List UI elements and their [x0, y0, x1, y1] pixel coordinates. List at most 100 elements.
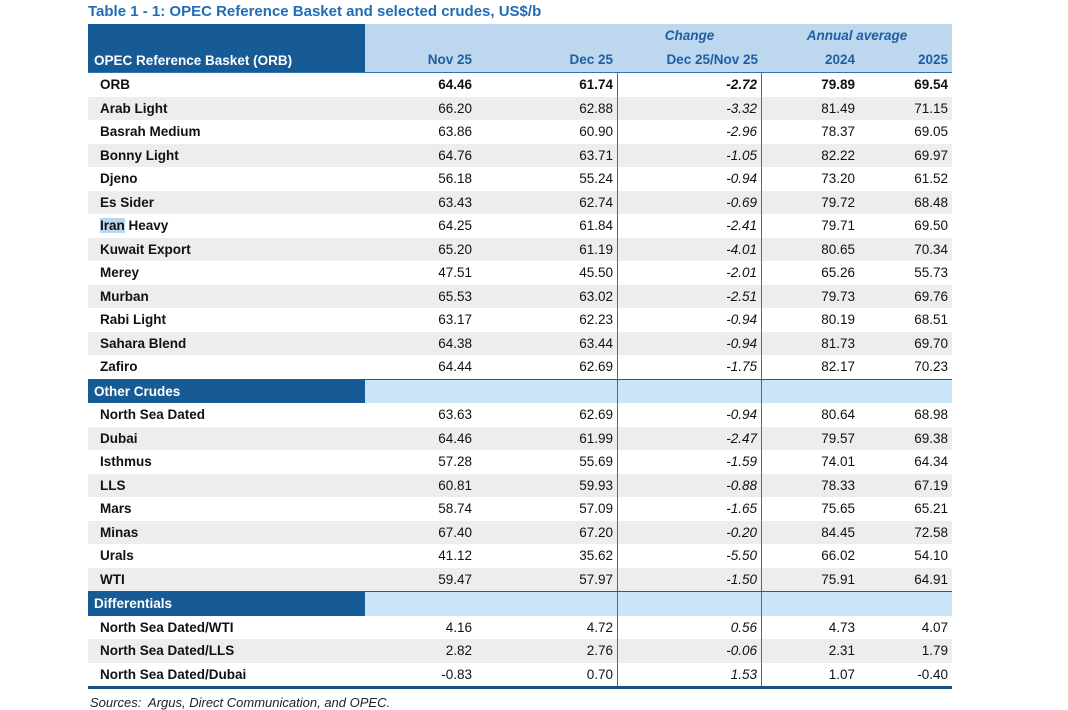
cell-2025: 69.97: [914, 147, 948, 163]
cell-nov25: 60.81: [438, 477, 472, 493]
cell-dec25: 55.24: [579, 171, 613, 186]
cell-2025: 64.34: [914, 454, 948, 469]
cell-nov25: 64.46: [438, 77, 472, 92]
table-row: Zafiro 64.44 62.69 -1.75 82.17 70.23: [88, 355, 952, 379]
table-row: Mars 58.74 57.09 -1.65 75.65 65.21: [88, 497, 952, 521]
section-header-row: Differentials: [88, 591, 952, 616]
cell-change: -1.05: [617, 143, 762, 167]
header-row-label-cell: OPEC Reference Basket (ORB): [88, 24, 365, 72]
cell-2025: 67.19: [914, 477, 948, 493]
table-row: Urals 41.12 35.62 -5.50 66.02 54.10: [88, 544, 952, 568]
header-col-change: Dec 25/Nov 25: [666, 52, 758, 67]
row-label: Urals: [100, 548, 134, 563]
table-title: Table 1 - 1: OPEC Reference Basket and s…: [88, 3, 542, 20]
section-header-row: Other Crudes: [88, 378, 952, 404]
cell-dec25: 61.99: [579, 430, 613, 446]
cell-change: -0.94: [617, 308, 762, 332]
table-header: Change Annual average Nov 25 Dec 25 Dec …: [88, 24, 952, 73]
section-filler: [476, 592, 617, 616]
cell-2024: 79.57: [821, 430, 855, 446]
cell-2024: 80.19: [821, 312, 855, 327]
cell-2024: 82.22: [821, 147, 855, 163]
cell-change: -3.32: [617, 96, 762, 120]
cell-change: -0.94: [617, 331, 762, 355]
row-label: Bonny Light: [100, 147, 179, 163]
header-columns-row: Nov 25 Dec 25 Dec 25/Nov 25 2024 2025: [88, 48, 952, 72]
cell-2024: 84.45: [821, 524, 855, 540]
cell-2024: 79.71: [821, 218, 855, 233]
table-row: Murban 65.53 63.02 -2.51 79.73 69.76: [88, 284, 952, 308]
header-col-nov25: Nov 25: [427, 52, 472, 67]
row-label: North Sea Dated/WTI: [100, 619, 234, 635]
table-row: Rabi Light 63.17 62.23 -0.94 80.19 68.51: [88, 308, 952, 332]
cell-dec25: 59.93: [579, 477, 613, 493]
row-label: Sahara Blend: [100, 335, 187, 351]
header-group-change: Change: [664, 28, 715, 43]
table-row: North Sea Dated/LLS 2.82 2.76 -0.06 2.31 1.79: [88, 639, 952, 663]
table-row: ORB 64.46 61.74 -2.72 79.89 69.54: [88, 73, 952, 97]
cell-dec25: 61.84: [579, 218, 613, 233]
cell-nov25: 64.38: [438, 335, 472, 351]
cell-2024: 74.01: [821, 454, 855, 469]
cell-dec25: 57.09: [579, 501, 613, 516]
table-row: North Sea Dated 63.63 62.69 -0.94 80.64 68.98: [88, 403, 952, 427]
cell-nov25: 2.82: [445, 643, 472, 658]
cell-2024: 80.64: [821, 407, 855, 422]
cell-dec25: 61.19: [579, 241, 613, 257]
header-group-row: Change Annual average: [88, 24, 952, 48]
cell-dec25: 62.69: [579, 359, 613, 374]
table-row: WTI 59.47 57.97 -1.50 75.91 64.91: [88, 567, 952, 591]
cell-change: -0.94: [617, 167, 762, 191]
table-row: Kuwait Export 65.20 61.19 -4.01 80.65 70.34: [88, 237, 952, 261]
section-filler: [365, 592, 476, 616]
cell-2024: 66.02: [821, 548, 855, 563]
table-row: Merey 47.51 45.50 -2.01 65.26 55.73: [88, 261, 952, 285]
cell-2025: 70.34: [914, 241, 948, 257]
row-label: Minas: [100, 524, 139, 540]
cell-2025: 54.10: [914, 548, 948, 563]
row-label: North Sea Dated: [100, 407, 206, 422]
header-col-2025: 2025: [917, 52, 948, 67]
section-header-label: Other Crudes: [88, 379, 365, 403]
cell-change: 1.53: [617, 662, 762, 686]
cell-nov25: 65.53: [438, 288, 472, 304]
cell-2024: 79.73: [821, 288, 855, 304]
cell-2025: -0.40: [917, 666, 948, 682]
cell-2024: 81.49: [821, 100, 855, 116]
cell-2025: 69.38: [914, 430, 948, 446]
cell-change: -1.75: [617, 355, 762, 379]
cell-dec25: 4.72: [586, 619, 613, 635]
cell-nov25: 63.17: [438, 312, 472, 327]
row-label: Djeno: [100, 171, 138, 186]
table-row: Es Sider 63.43 62.74 -0.69 79.72 68.48: [88, 190, 952, 214]
cell-dec25: 62.69: [579, 407, 613, 422]
table-row: Minas 67.40 67.20 -0.20 84.45 72.58: [88, 520, 952, 544]
cell-nov25: 66.20: [438, 100, 472, 116]
cell-nov25: 57.28: [438, 454, 472, 469]
table-row: Arab Light 66.20 62.88 -3.32 81.49 71.15: [88, 96, 952, 120]
cell-change: -2.72: [617, 73, 762, 97]
table-row: Dubai 64.46 61.99 -2.47 79.57 69.38: [88, 426, 952, 450]
cell-2025: 4.07: [921, 619, 948, 635]
table-container: Table 1 - 1: OPEC Reference Basket and s…: [88, 2, 952, 710]
cell-change: -2.51: [617, 284, 762, 308]
cell-nov25: 64.76: [438, 147, 472, 163]
cell-2025: 69.76: [914, 288, 948, 304]
cell-dec25: 63.71: [579, 147, 613, 163]
cell-change: 0.56: [617, 615, 762, 639]
row-label: Kuwait Export: [100, 241, 191, 257]
section-filler: [859, 380, 952, 404]
cell-2024: 79.72: [821, 194, 855, 210]
cell-change: -0.06: [617, 639, 762, 663]
cell-dec25: 0.70: [586, 666, 613, 682]
cell-nov25: 63.86: [438, 124, 472, 139]
cell-nov25: 67.40: [438, 524, 472, 540]
row-label: Mars: [100, 501, 132, 516]
cell-change: -2.41: [617, 214, 762, 238]
row-label: Dubai: [100, 430, 138, 446]
cell-dec25: 62.88: [579, 100, 613, 116]
cell-2025: 55.73: [914, 265, 948, 280]
cell-change: -2.47: [617, 426, 762, 450]
cell-change: -1.59: [617, 450, 762, 474]
cell-2025: 69.54: [914, 77, 948, 92]
